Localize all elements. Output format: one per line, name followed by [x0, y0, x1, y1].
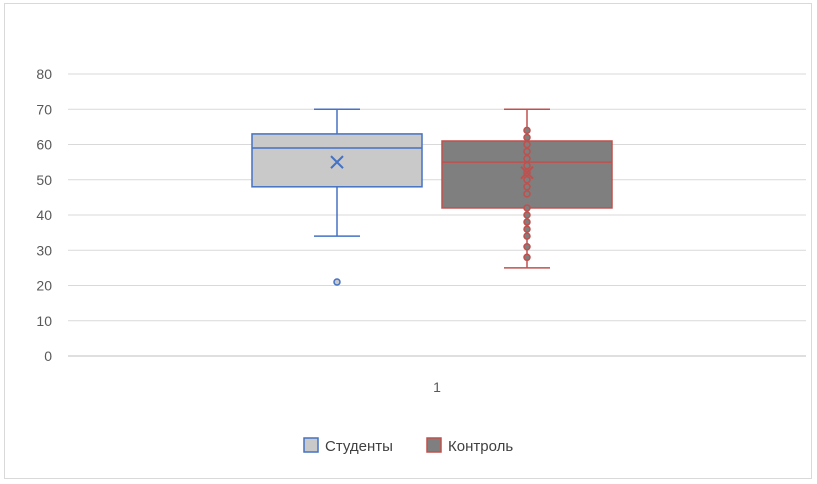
- y-tick-label: 70: [36, 101, 52, 117]
- outlier-point: [333, 278, 341, 286]
- data-point: [523, 225, 531, 233]
- chart-frame: [4, 3, 812, 479]
- y-tick-label: 10: [36, 313, 52, 329]
- data-point: [523, 140, 531, 149]
- box-iqr: [251, 133, 423, 188]
- y-axis-tick-labels: 0 10 20 30 40 50 60 70 80: [36, 66, 52, 364]
- data-point: [523, 154, 531, 163]
- gridlines: [68, 73, 806, 357]
- data-point: [523, 176, 531, 184]
- y-tick-label: 80: [36, 66, 52, 82]
- data-point: [523, 232, 531, 240]
- legend-swatch-students: [303, 437, 319, 453]
- legend: Студенты Контроль: [303, 437, 513, 455]
- legend-label-control: Контроль: [448, 438, 513, 455]
- data-point: [523, 147, 531, 156]
- data-point: [523, 218, 531, 226]
- x-tick-label: 1: [433, 379, 441, 395]
- data-point: [523, 204, 531, 212]
- data-point: [523, 253, 531, 262]
- data-point: [523, 242, 531, 251]
- box-control: [441, 108, 613, 269]
- legend-swatch-control: [426, 437, 442, 453]
- data-point: [523, 161, 531, 170]
- data-point: [523, 126, 531, 135]
- box-plots: [251, 108, 613, 286]
- x-axis-tick-labels: 1: [433, 379, 441, 395]
- legend-label-students: Студенты: [325, 438, 393, 455]
- data-point: [523, 133, 531, 142]
- y-tick-label: 40: [36, 207, 52, 223]
- y-tick-label: 50: [36, 172, 52, 188]
- y-tick-label: 0: [44, 348, 52, 364]
- y-tick-label: 20: [36, 278, 52, 294]
- data-point: [523, 190, 531, 198]
- box-students: [251, 108, 423, 286]
- data-point: [523, 183, 531, 191]
- y-tick-label: 30: [36, 242, 52, 258]
- mean-marker: [520, 165, 534, 180]
- data-point: [523, 211, 531, 219]
- mean-marker: [330, 155, 344, 169]
- y-tick-label: 60: [36, 137, 52, 153]
